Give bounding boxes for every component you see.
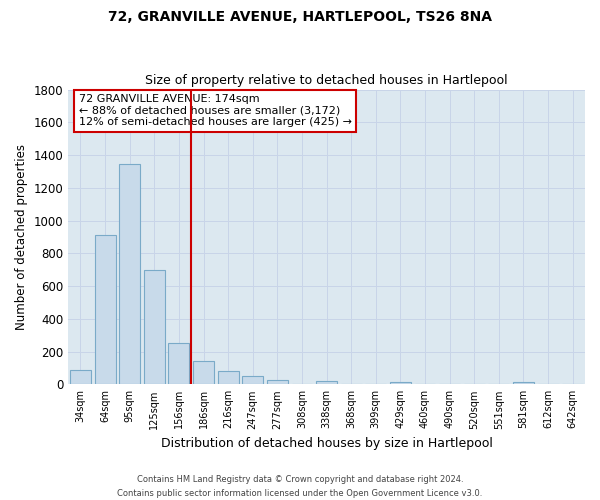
Bar (193, 360, 214, 384)
Bar (218, 371, 239, 384)
Bar (119, 164, 140, 384)
Bar (242, 376, 263, 384)
Bar (267, 380, 288, 384)
Bar (70, 370, 91, 384)
Bar (169, 344, 190, 384)
X-axis label: Distribution of detached houses by size in Hartlepool: Distribution of detached houses by size … (161, 437, 493, 450)
Text: 72 GRANVILLE AVENUE: 174sqm
← 88% of detached houses are smaller (3,172)
12% of : 72 GRANVILLE AVENUE: 174sqm ← 88% of det… (79, 94, 352, 127)
Bar (513, 382, 534, 384)
Bar (95, 236, 116, 384)
Y-axis label: Number of detached properties: Number of detached properties (15, 144, 28, 330)
Title: Size of property relative to detached houses in Hartlepool: Size of property relative to detached ho… (145, 74, 508, 87)
Bar (316, 381, 337, 384)
Text: Contains HM Land Registry data © Crown copyright and database right 2024.
Contai: Contains HM Land Registry data © Crown c… (118, 476, 482, 498)
Bar (144, 270, 165, 384)
Text: 72, GRANVILLE AVENUE, HARTLEPOOL, TS26 8NA: 72, GRANVILLE AVENUE, HARTLEPOOL, TS26 8… (108, 10, 492, 24)
Bar (390, 382, 411, 384)
